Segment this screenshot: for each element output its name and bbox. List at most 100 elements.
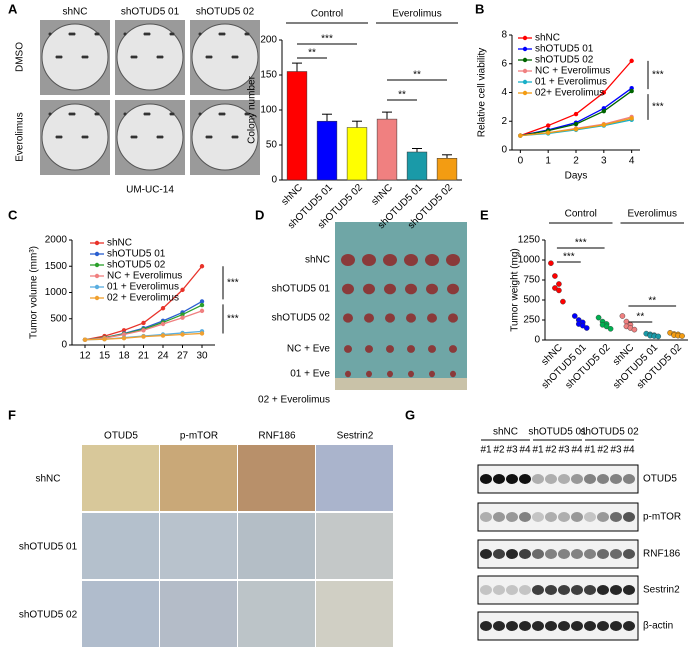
tumor [450,370,456,378]
tumor [385,313,395,323]
y-axis-label: Tumor weight (mg) [510,248,521,332]
row-label: NC + Eve [287,344,331,355]
band [597,512,609,522]
y-tick-label: 150 [260,70,277,81]
legend-label: 02 + Everolimus [107,293,179,304]
legend-marker [522,35,528,41]
group-label: shOTUD5 02 [580,427,639,438]
row-label: Everolimus [15,112,26,161]
band [493,549,505,559]
band [623,549,635,559]
point [82,337,88,342]
band [571,474,583,484]
band [519,512,531,522]
bar [436,158,458,181]
band [623,512,635,522]
y-tick-label: 500 [50,313,67,324]
point [655,333,662,340]
plate [41,103,109,171]
colony [130,55,134,59]
protein-label: β-actin [643,621,673,632]
column-label: shNC [62,7,87,18]
band [532,549,544,559]
band [506,549,518,559]
group-label: Control [565,209,597,220]
y-tick-label: 1000 [45,287,68,298]
tumor [387,370,393,378]
band [610,474,622,484]
significance-label: ** [636,312,644,323]
band [610,512,622,522]
point [141,320,146,326]
band [493,621,505,631]
y-tick-label: 0 [534,335,540,346]
ihc-image [82,445,159,511]
y-tick-label: 2 [501,116,507,127]
row-label: shOTUD5 01 [272,284,331,295]
y-tick-label: 0 [271,175,277,186]
y-tick-label: 750 [523,275,540,286]
row-label: 02 + Everolimus [258,395,330,406]
point [121,335,127,341]
colony [244,32,248,36]
point [199,331,205,336]
plate [116,103,184,171]
bar [286,71,308,181]
significance-label: ** [413,70,421,81]
point [679,333,685,339]
panel-letter: G [405,407,415,422]
tumor-image [335,222,467,390]
tumor [407,345,415,353]
colony [68,32,72,36]
band [584,474,596,484]
tumor [428,345,436,353]
legend-marker [94,240,100,246]
band [597,621,609,631]
band [493,474,505,484]
plate [41,23,109,91]
significance-label: *** [575,238,587,249]
legend-marker [522,57,528,63]
y-tick-label: 8 [501,30,507,41]
bar [316,120,338,181]
colony [205,135,209,139]
colony [55,135,59,139]
y-axis-label: Relative cell viability [477,48,488,137]
tumor [447,283,459,295]
significance-label: *** [563,252,575,263]
band [532,474,544,484]
column-label: shOTUD5 02 [196,7,255,18]
legend-label: shNC [535,33,560,44]
x-tick-label: 0 [518,156,524,167]
panel-letter: E [480,207,489,222]
row-label: shNC [305,255,330,266]
band [597,474,609,484]
cell-line-label: UM-UC-14 [126,185,174,196]
tumor [426,283,438,295]
y-tick-label: 0 [61,340,67,351]
lane-label: #4 [519,445,531,456]
lane-label: #1 [532,445,544,456]
panel-letter: A [8,1,18,16]
point [619,313,626,319]
legend-marker [94,262,100,268]
colony [244,112,248,116]
band [480,549,492,559]
row-label: shOTUD5 01 [19,542,78,553]
legend-marker [94,284,100,290]
tumor [386,345,394,353]
y-tick-label: 1500 [45,261,68,272]
y-tick-label: 2000 [45,235,68,246]
tumor [449,345,457,353]
x-tick-label: 21 [138,351,150,362]
point [629,58,634,64]
colony [169,32,173,36]
x-tick-label: 27 [177,351,189,362]
y-tick-label: 100 [260,105,277,116]
point [545,130,551,135]
point [548,260,554,267]
colony [156,55,160,59]
band [532,621,544,631]
point [571,313,578,319]
tumor [365,345,373,353]
